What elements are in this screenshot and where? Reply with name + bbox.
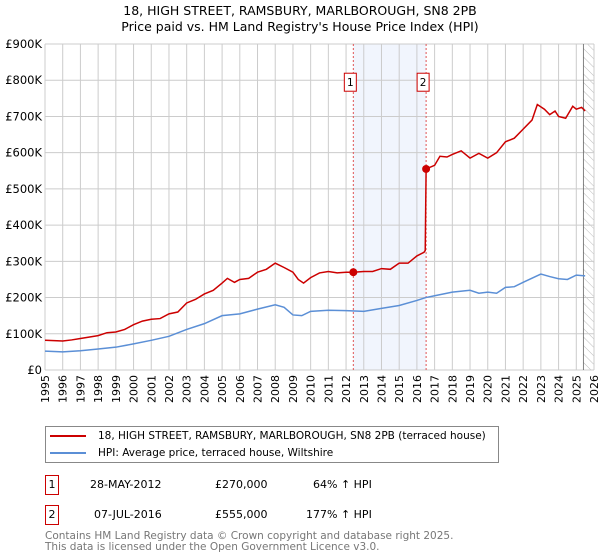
y-tick-label: £600K <box>5 146 42 160</box>
sale-label-box <box>416 72 430 92</box>
sale-date: 28-MAY-2012 <box>90 478 162 491</box>
x-tick-label: 2012 <box>340 375 353 403</box>
y-tick-label: £900K <box>5 37 42 51</box>
x-tick-label: 2008 <box>269 375 282 403</box>
x-tick-label: 2006 <box>234 375 247 403</box>
y-tick-label: £500K <box>5 182 42 196</box>
x-tick-label: 1995 <box>39 375 52 403</box>
legend-swatch-red <box>50 435 86 437</box>
x-tick-label: 2004 <box>198 375 211 403</box>
x-tick-label: 2022 <box>517 375 530 403</box>
x-tick-label: 2001 <box>145 375 158 403</box>
x-tick-label: 2018 <box>446 375 459 403</box>
sale-date: 07-JUL-2016 <box>94 508 162 521</box>
legend-item-property: 18, HIGH STREET, RAMSBURY, MARLBOROUGH, … <box>50 428 486 444</box>
x-tick-label: 2023 <box>535 375 548 403</box>
x-tick-label: 1996 <box>57 375 70 403</box>
x-tick-label: 2005 <box>216 375 229 403</box>
x-tick-label: 2002 <box>163 375 176 403</box>
y-tick-label: £300K <box>5 254 42 268</box>
sale-marker-badge: 1 <box>45 475 59 495</box>
legend-item-hpi: HPI: Average price, terraced house, Wilt… <box>50 445 333 461</box>
sale-marker-badge: 2 <box>45 505 59 525</box>
x-tick-label: 2016 <box>411 375 424 403</box>
legend-label: HPI: Average price, terraced house, Wilt… <box>98 447 334 459</box>
x-tick-label: 2013 <box>358 375 371 403</box>
plot-area: 1995 1996 1997 1998 1999 2000 2001 2002 2003 2004… <box>5 37 600 403</box>
footer-licence: This data is licensed under the Open Gov… <box>45 541 380 553</box>
x-tick-label: 2020 <box>482 375 495 403</box>
x-tick-label: 2003 <box>181 375 194 403</box>
x-tick-label: 2009 <box>287 375 300 403</box>
x-tick-label: 2010 <box>305 375 318 403</box>
x-tick-label: 1999 <box>110 375 123 403</box>
footer-copyright: Contains HM Land Registry data © Crown c… <box>45 530 454 542</box>
y-tick-label: £700K <box>5 109 42 123</box>
sale-price: £270,000 <box>215 478 268 491</box>
x-tick-label: 1997 <box>74 375 87 403</box>
chart-subtitle: Price paid vs. HM Land Registry's House … <box>121 19 479 34</box>
hpi-line <box>44 273 586 353</box>
chart-title: 18, HIGH STREET, RAMSBURY, MARLBOROUGH, … <box>123 3 477 18</box>
y-tick-label: £800K <box>5 73 42 87</box>
y-tick-label: £200K <box>5 291 42 305</box>
property-price-line <box>44 103 586 342</box>
legend: 18, HIGH STREET, RAMSBURY, MARLBOROUGH, … <box>45 426 499 463</box>
x-tick-label: 2024 <box>553 375 566 403</box>
forecast-hatch <box>583 44 594 370</box>
y-tick-label: £100K <box>5 327 42 341</box>
y-tick-label: £400K <box>5 218 42 232</box>
sale-period-shading <box>353 44 427 370</box>
sale-label: 2 <box>420 77 427 89</box>
sale-hpi: 177% ↑ HPI <box>306 508 372 521</box>
sale-label-box <box>343 72 357 92</box>
x-tick-label: 2015 <box>393 375 406 403</box>
x-tick-label: 2000 <box>128 375 141 403</box>
x-tick-label: 2007 <box>252 375 265 403</box>
x-tick-label: 2021 <box>499 375 512 403</box>
x-tick-label: 1998 <box>92 375 105 403</box>
y-tick-label: £0 <box>27 363 42 377</box>
sale-row: 2 07-JUL-2016 £555,000 177% ↑ HPI <box>45 505 600 525</box>
sale-label: 1 <box>347 77 354 89</box>
x-tick-label: 2011 <box>322 375 335 403</box>
x-tick-label: 2014 <box>375 375 388 403</box>
legend-swatch-blue <box>50 452 86 454</box>
legend-label: 18, HIGH STREET, RAMSBURY, MARLBOROUGH, … <box>98 430 486 442</box>
x-tick-label: 2017 <box>429 375 442 403</box>
x-tick-label: 2025 <box>570 375 583 403</box>
x-tick-label: 2026 <box>588 375 600 403</box>
sale-point <box>422 164 431 173</box>
sale-hpi: 64% ↑ HPI <box>313 478 372 491</box>
sale-point <box>349 268 358 277</box>
sale-row: 1 28-MAY-2012 £270,000 64% ↑ HPI <box>45 475 600 495</box>
sale-price: £555,000 <box>215 508 268 521</box>
x-tick-label: 2019 <box>464 375 477 403</box>
